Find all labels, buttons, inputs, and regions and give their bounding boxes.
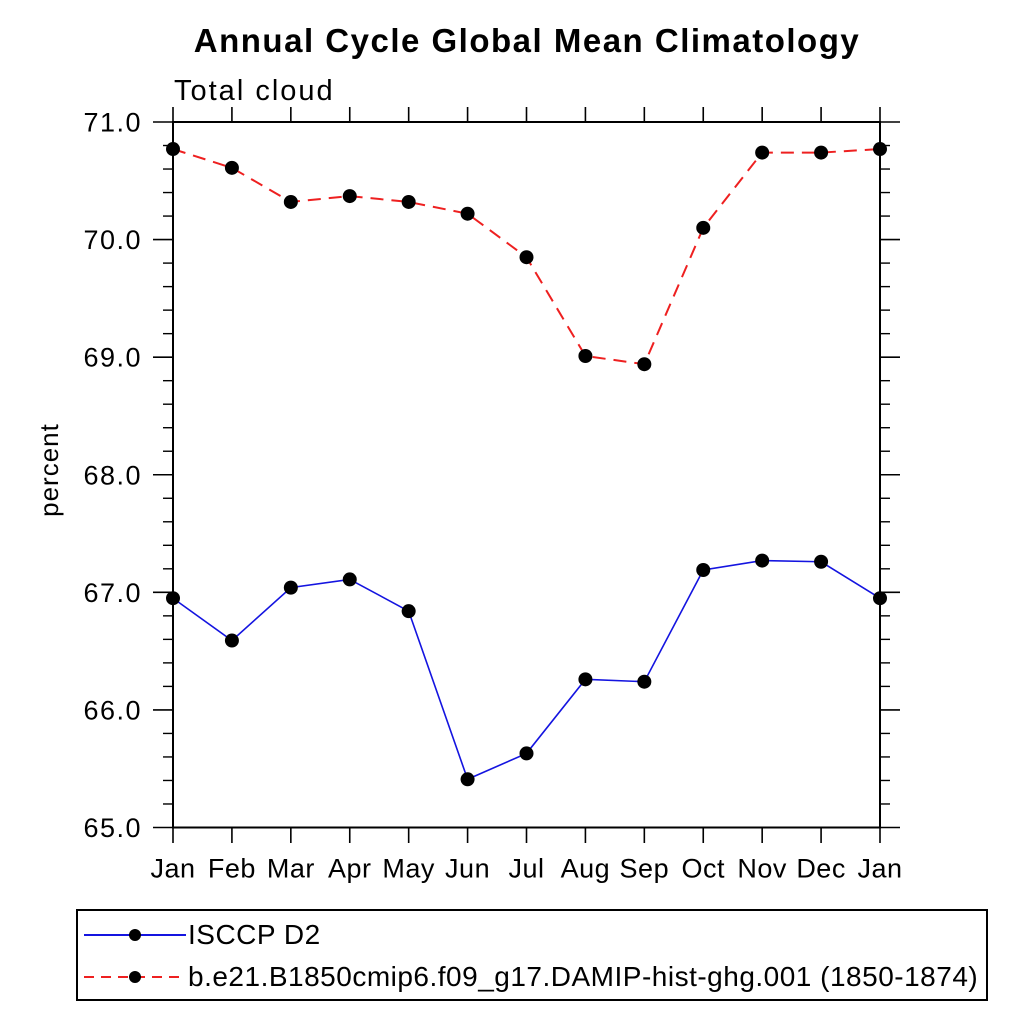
- axis-frame: [172, 121, 881, 829]
- data-point-marker: [755, 553, 770, 568]
- data-point-marker: [342, 572, 357, 587]
- legend-label-model-run: b.e21.B1850cmip6.f09_g17.DAMIP-hist-ghg.…: [188, 961, 979, 992]
- y-tick-label: 71.0: [83, 108, 142, 138]
- chart-title: Annual Cycle Global Mean Climatology: [194, 22, 860, 59]
- data-point-marker: [578, 672, 593, 687]
- x-tick-label: Jul: [508, 854, 544, 884]
- x-tick-label: Jun: [445, 854, 490, 884]
- data-point-marker: [401, 194, 416, 209]
- y-tick-label: 65.0: [83, 813, 142, 843]
- data-point-marker: [519, 250, 534, 265]
- legend-line-sample-dashed: [84, 971, 186, 983]
- x-tick-label: Jan: [857, 854, 902, 884]
- data-point-marker: [873, 591, 887, 606]
- data-point-marker: [696, 220, 711, 235]
- x-tick-label: Apr: [328, 854, 372, 884]
- y-tick-label: 67.0: [83, 578, 142, 608]
- x-tick-label: Feb: [208, 854, 256, 884]
- x-tick-label: May: [382, 854, 435, 884]
- x-tick-label: Jan: [150, 854, 195, 884]
- x-tick-label: Oct: [681, 854, 725, 884]
- data-point-marker: [283, 580, 298, 595]
- legend-marker-icon: [129, 971, 141, 983]
- legend-item-model-run: b.e21.B1850cmip6.f09_g17.DAMIP-hist-ghg.…: [82, 959, 978, 995]
- data-point-marker: [166, 142, 180, 157]
- legend-box: ISCCP D2 b.e21.B1850cmip6.f09_g17.DAMIP-…: [76, 909, 988, 1001]
- data-point-marker: [166, 591, 180, 606]
- data-point-marker: [460, 772, 475, 787]
- data-point-marker: [637, 357, 652, 372]
- y-tick-label: 68.0: [83, 460, 142, 490]
- chart-left-subtitle: Total cloud: [174, 75, 335, 107]
- data-point-marker: [283, 194, 298, 209]
- data-point-marker: [460, 206, 475, 221]
- x-tick-label: Mar: [267, 854, 315, 884]
- x-tick-label: Nov: [737, 854, 787, 884]
- y-axis-label: percent: [34, 423, 64, 517]
- data-point-marker: [755, 145, 770, 160]
- y-tick-label: 66.0: [83, 695, 142, 725]
- data-point-marker: [814, 554, 829, 569]
- data-point-marker: [342, 189, 357, 204]
- x-tick-label: Sep: [620, 854, 670, 884]
- data-point-marker: [873, 142, 887, 157]
- data-point-marker: [401, 604, 416, 619]
- data-point-marker: [814, 145, 829, 160]
- data-point-marker: [519, 746, 534, 761]
- data-point-marker: [578, 348, 593, 363]
- legend-label-isccp-d2: ISCCP D2: [188, 919, 321, 950]
- y-tick-label: 70.0: [83, 225, 142, 255]
- x-tick-label: Dec: [796, 854, 846, 884]
- legend-item-isccp-d2: ISCCP D2: [82, 917, 321, 953]
- data-point-marker: [696, 562, 711, 577]
- data-point-marker: [224, 633, 239, 648]
- data-point-marker: [224, 160, 239, 175]
- legend-marker-icon: [129, 929, 141, 941]
- legend-line-sample-solid: [84, 929, 186, 941]
- x-tick-label: Aug: [561, 854, 611, 884]
- data-point-marker: [637, 674, 652, 689]
- plot-frame: Jan Feb Mar Apr May Jun Jul Aug Sep Oct Nov Dec Jan 6…: [83, 107, 902, 884]
- y-tick-label: 69.0: [83, 343, 142, 373]
